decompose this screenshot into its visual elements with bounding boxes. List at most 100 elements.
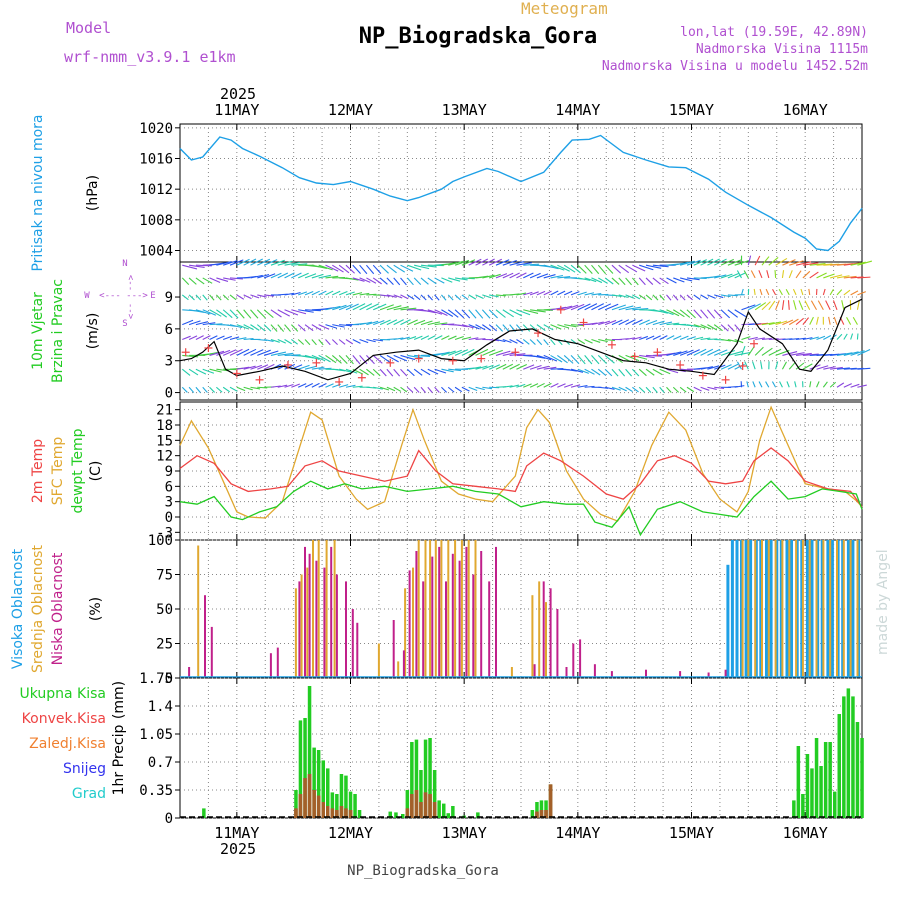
wind-arrow — [454, 259, 470, 266]
product-label: Meteogram — [521, 0, 608, 18]
wind-arrow — [707, 294, 716, 299]
wind-arrow — [584, 303, 598, 311]
wind-arrow — [448, 349, 462, 356]
wind-arrow — [454, 324, 468, 328]
model-name: wrf-nmm_v3.9.1 e1km — [64, 48, 236, 66]
wind-arrow — [209, 386, 216, 393]
wind-arrow — [604, 264, 614, 274]
cloud-bar-high — [735, 540, 739, 678]
wind-arrow — [209, 350, 225, 356]
wind-arrow — [782, 259, 796, 266]
wind-arrow — [277, 338, 286, 344]
precip-bar-conv-mix — [298, 794, 303, 818]
wind-arrow — [427, 368, 439, 375]
wind-arrow — [489, 273, 501, 279]
precip-bar-total — [357, 810, 362, 818]
wind-arrow — [284, 363, 296, 370]
wind-arrow — [441, 294, 447, 301]
wind-arrow — [509, 309, 523, 317]
cloud-bar-low — [451, 553, 454, 678]
wind-arrow — [509, 260, 525, 266]
cloud-bar-low — [402, 650, 405, 678]
cloud-bar-low — [542, 581, 545, 678]
wind-arrow — [659, 294, 665, 301]
precip-unit: (mm) — [111, 681, 127, 719]
pressure-ylabel: Pritisak na nivou mora — [30, 114, 46, 271]
wind-arrow — [372, 264, 382, 274]
compass-e: E — [150, 291, 155, 301]
temperature-ytick-label: -3 — [156, 525, 173, 541]
wind-arrow — [393, 277, 401, 286]
wind-arrow — [536, 382, 545, 388]
wind-arrow — [270, 272, 282, 279]
cloud-bar-low — [304, 546, 306, 678]
cloud-bar-mid — [312, 540, 314, 678]
wind-arrow — [434, 322, 448, 326]
wind-arrow — [345, 303, 359, 311]
cloud-bar-mid — [447, 540, 450, 678]
wind-arrow — [659, 321, 673, 326]
temperature-ytick-label: 21 — [156, 403, 173, 419]
wind-arrow — [747, 255, 752, 266]
wind-arrow — [832, 300, 838, 310]
wind-arrow — [414, 354, 431, 358]
cloud-bar-mid — [741, 540, 744, 678]
precip-bar-conv-mix — [312, 790, 316, 818]
wind-arrow — [502, 259, 517, 266]
wind-arrow — [563, 355, 574, 364]
wind-arrow — [325, 354, 337, 364]
temp-unit: (C) — [88, 461, 104, 482]
precip-bar-conv-mix — [330, 808, 335, 818]
wind-arrow — [236, 258, 250, 266]
wind-arrow — [379, 294, 390, 297]
wind-arrow — [829, 288, 834, 296]
cloud-bar-mid — [531, 595, 534, 678]
cloud-bar-high — [830, 540, 834, 678]
wind-arrow — [291, 263, 308, 266]
wind-arrow — [495, 338, 506, 343]
wind-arrow — [755, 337, 765, 341]
wind-arrow — [809, 316, 814, 325]
wind-arrow — [468, 294, 477, 300]
wind-arrow — [802, 262, 819, 266]
wind-arrow — [291, 309, 307, 315]
wind-arrow — [359, 264, 368, 275]
wind-arrow — [816, 272, 827, 279]
wind-arrow — [468, 324, 480, 330]
wind-arrow — [754, 302, 767, 311]
wind-arrow — [482, 324, 492, 331]
panel-precip: 0 0.35 0.7 1.05 1.4 1.75 Ukupna Kisa Konvek.Kis… — [19, 671, 864, 827]
precip-bar-total — [414, 739, 419, 818]
temp-line-dewpoint — [179, 480, 863, 537]
wind-arrow — [808, 288, 811, 295]
cloud-bar-low — [356, 622, 359, 678]
wind-arrow — [379, 319, 391, 326]
wind-arrow — [768, 321, 782, 326]
wind-arrow — [502, 385, 513, 388]
wind-arrow — [202, 368, 215, 374]
wind-arrow — [400, 294, 409, 300]
wind-arrow — [263, 350, 279, 356]
wind-arrow — [639, 354, 655, 359]
wind-arrow — [181, 368, 191, 376]
precip-bar-conv-mix — [307, 774, 312, 818]
cloud-bar-low — [593, 664, 596, 678]
wind-arrow — [618, 386, 627, 392]
wind-gust-marker — [676, 360, 685, 369]
wind-gust-marker — [738, 362, 747, 371]
wind-arrow — [529, 324, 538, 332]
wind-arrow — [631, 277, 639, 286]
cloud-bar-low — [565, 667, 568, 678]
cloud-bar-high — [800, 540, 804, 678]
wind-arrow — [250, 294, 260, 299]
wind-arrow — [543, 339, 549, 346]
wind-arrow — [836, 367, 850, 370]
wind-arrow — [277, 324, 285, 332]
cloud-bar-high — [744, 540, 748, 678]
wind-arrow — [550, 367, 564, 370]
cloud-bar-mid — [300, 574, 303, 678]
wind-arrow — [461, 348, 475, 356]
wind-arrow — [707, 386, 717, 390]
cloud-bar-low — [276, 647, 279, 678]
wind-arrow — [752, 381, 756, 388]
